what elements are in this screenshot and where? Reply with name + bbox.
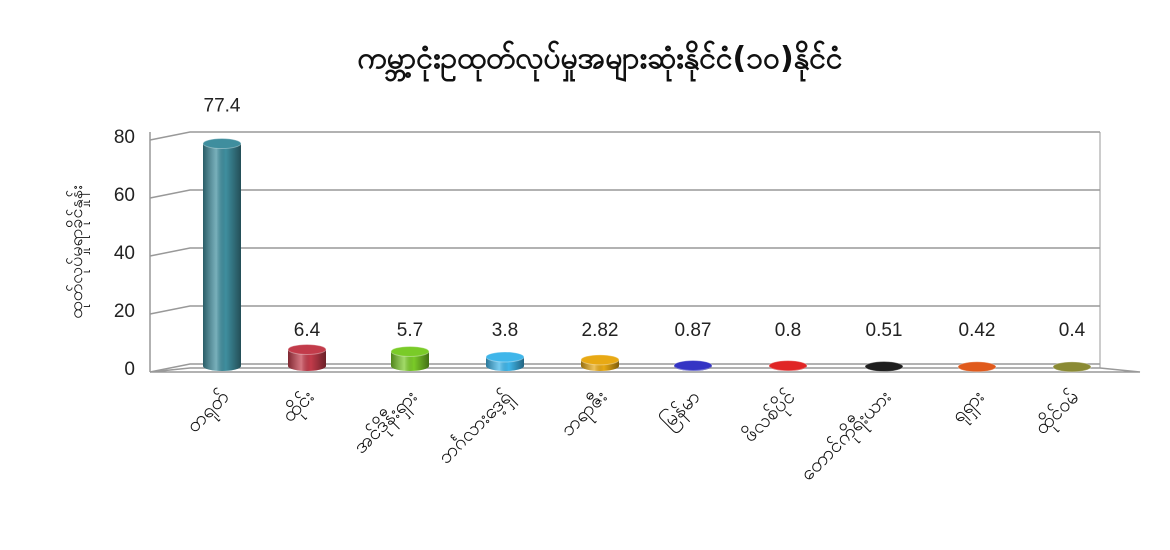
y-tick-label: 20 (114, 301, 135, 322)
gridline (149, 247, 1100, 257)
x-tick-label: ဘရာဇီး (555, 385, 614, 444)
bar-top (580, 354, 620, 366)
chart-title: ကမ္ဘာ့ငုံးဥထုတ်လုပ်မှုအများဆုံးနိုင်ငံ(၁… (357, 40, 842, 83)
y-axis-label: ထုတ်လုပ်မှုရာခိုင်နှုန်း (66, 185, 90, 318)
gridline (149, 189, 1100, 199)
y-tick-label: 0 (124, 359, 135, 380)
data-label: 0.8 (775, 320, 801, 341)
x-tick-label: ဘင်္ဂလားဒေ့ရှ် (433, 385, 520, 472)
bar-top (864, 361, 904, 373)
bar-top (390, 345, 430, 357)
x-tick-label: ထိုင်း (276, 385, 321, 430)
x-tick-label: အင်ဒိုနီးရှား (348, 385, 424, 461)
data-label: 0.87 (675, 320, 712, 341)
bar-top (202, 138, 242, 150)
bar-shade (203, 143, 241, 371)
data-label: 0.51 (866, 320, 903, 341)
y-tick-label: 40 (114, 243, 135, 264)
y-tick-label: 60 (114, 185, 135, 206)
bar-top (1052, 361, 1092, 373)
gridline (149, 131, 1100, 141)
x-tick-label: ရုရှား (946, 385, 991, 430)
data-label: 0.42 (959, 320, 996, 341)
x-tick-label: တောင်ကိုရီးယား (795, 385, 899, 489)
data-label: 3.8 (492, 320, 518, 341)
bar-top (485, 351, 525, 363)
x-tick-label: တရုတ် (181, 385, 236, 440)
data-label: 5.7 (397, 320, 423, 341)
x-tick-label: မြန်မာ (656, 385, 707, 436)
data-label: 77.4 (204, 96, 241, 117)
bar-top (957, 361, 997, 373)
bar-top (673, 359, 713, 371)
x-tick-label: ဖိလစ်ပိုင် (737, 385, 802, 450)
x-tick-label: ထိုင်ဝမ် (1029, 385, 1086, 442)
data-label: 2.82 (582, 320, 619, 341)
bar-shade (288, 349, 326, 371)
bar-top (768, 360, 808, 372)
data-label: 6.4 (294, 320, 321, 341)
data-label: 0.4 (1059, 320, 1086, 341)
bar-shade (391, 351, 429, 371)
y-tick-label: 80 (114, 127, 135, 148)
gridline (149, 305, 1100, 315)
bar-top (287, 343, 327, 355)
